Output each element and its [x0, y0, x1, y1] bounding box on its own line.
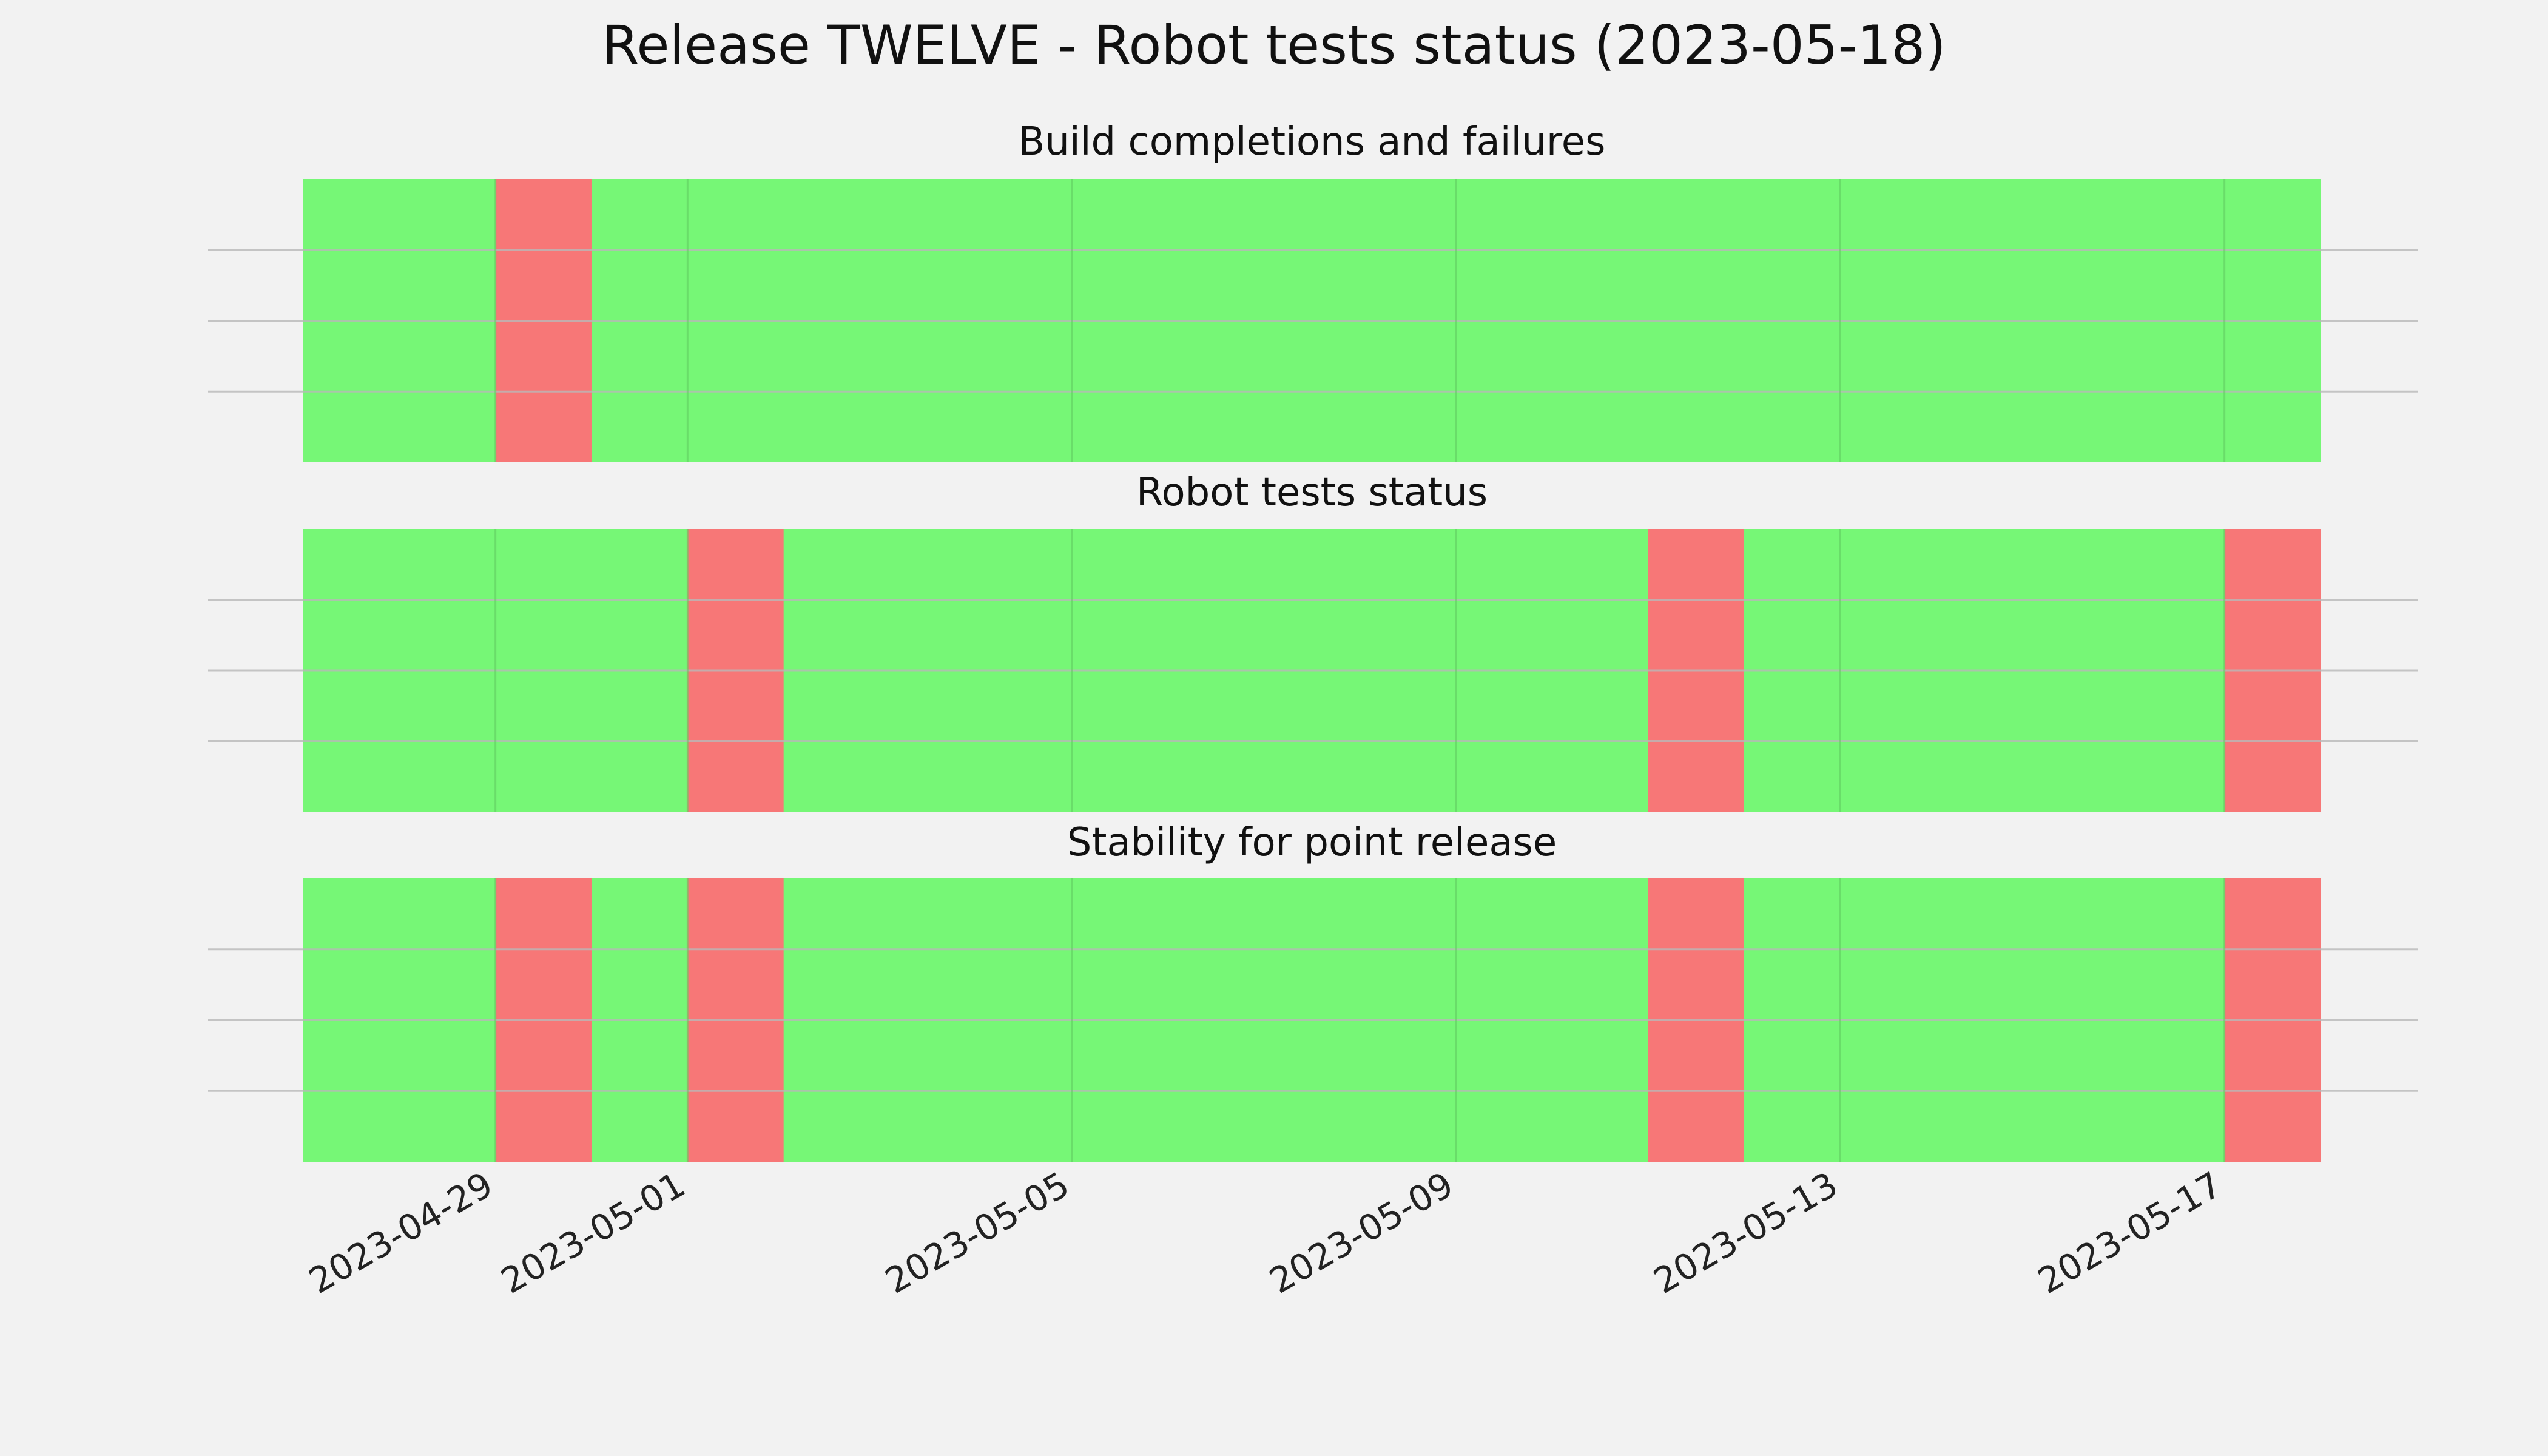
panel-3: Stability for point release	[208, 820, 2418, 1162]
panel-1: Build completions and failures	[208, 120, 2418, 462]
x-tick-label: 2023-05-01	[494, 1164, 692, 1301]
panels: Build completions and failures Robot test…	[208, 120, 2418, 1162]
x-tick-label: 2023-05-13	[1646, 1164, 1844, 1301]
panel-title: Stability for point release	[1067, 820, 1557, 865]
x-tick-label: 2023-05-09	[1262, 1164, 1460, 1301]
x-tick-label: 2023-04-29	[302, 1164, 500, 1301]
x-tick-label: 2023-05-17	[2031, 1164, 2229, 1301]
panel-title: Robot tests status	[1136, 470, 1488, 515]
panel-title: Build completions and failures	[1019, 120, 1606, 164]
x-tick-label: 2023-05-05	[878, 1164, 1076, 1301]
chart-title: Release TWELVE - Robot tests status (202…	[602, 14, 1946, 76]
panel-2: Robot tests status	[208, 470, 2418, 812]
